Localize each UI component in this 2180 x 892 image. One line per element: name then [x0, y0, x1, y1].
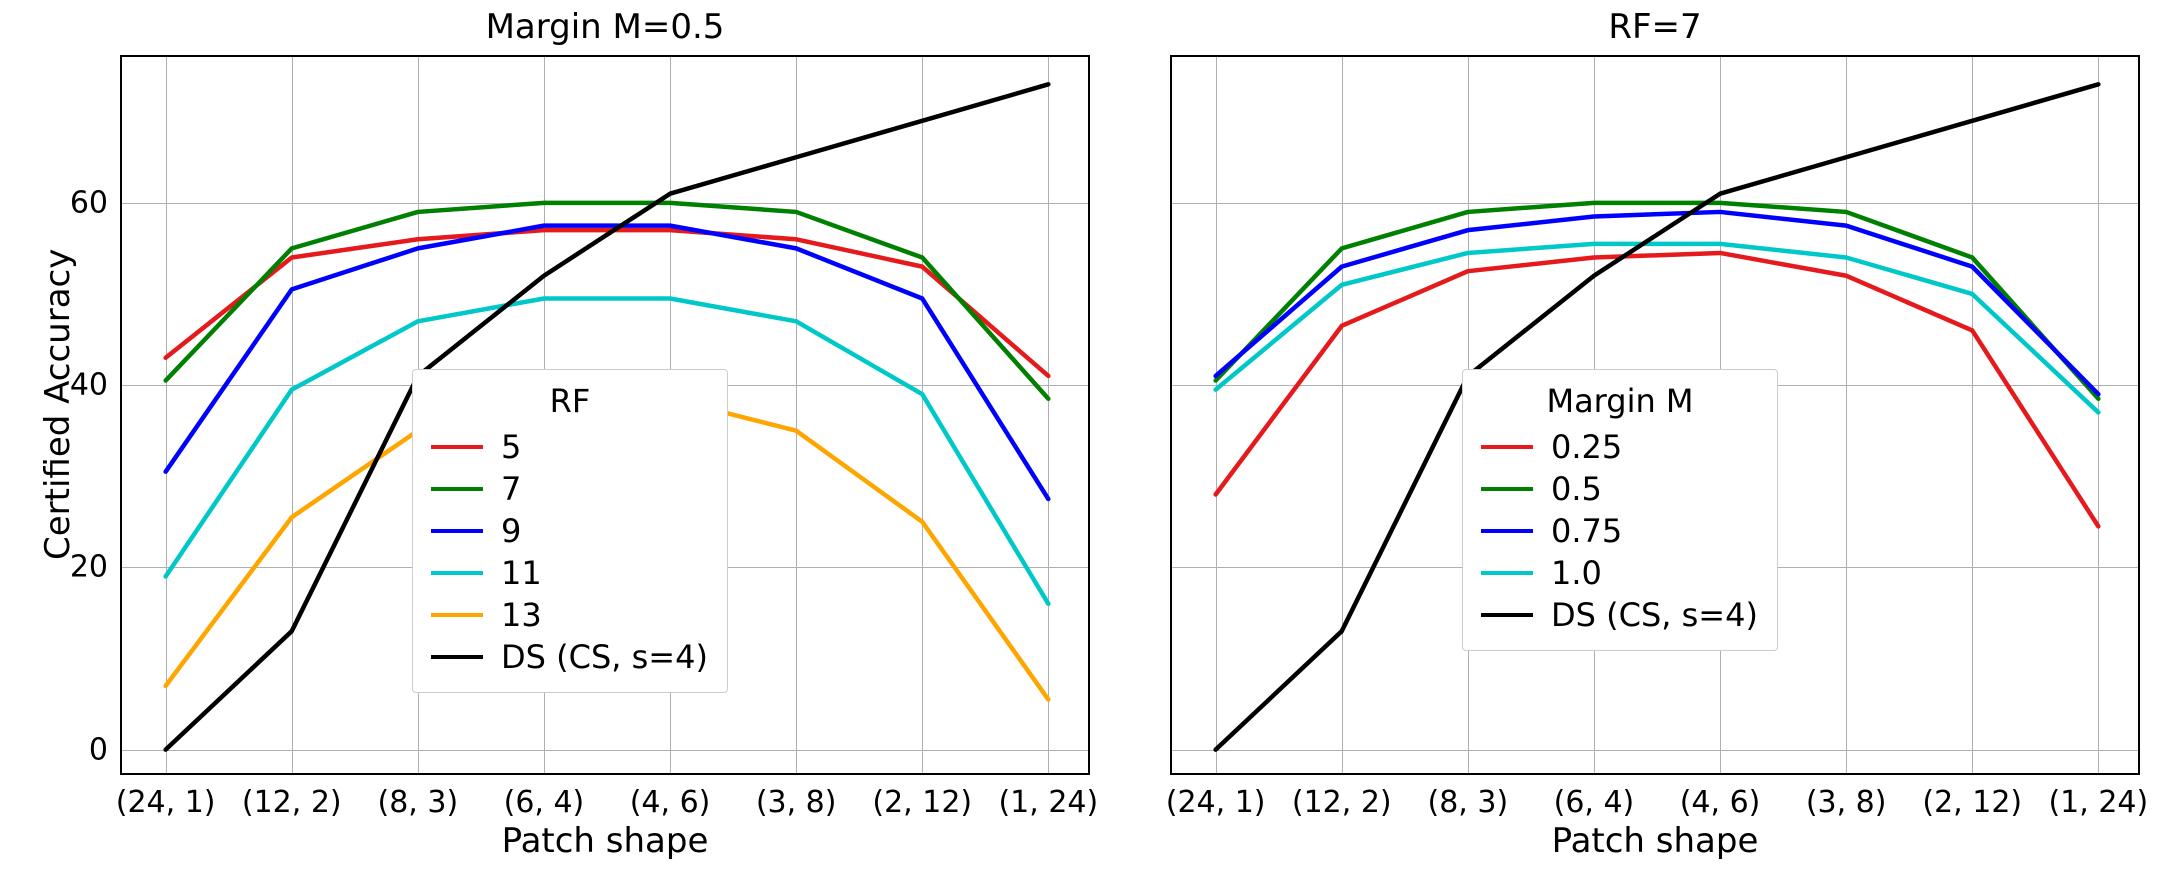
series-line	[1216, 212, 2099, 394]
xtick-label: (24, 1)	[116, 785, 216, 820]
xtick-label: (24, 1)	[1166, 785, 1266, 820]
plot-area: (24, 1)(12, 2)(8, 3)(6, 4)(4, 6)(3, 8)(2…	[1170, 55, 2140, 775]
xtick-label: (12, 2)	[242, 785, 342, 820]
legend-item: 5	[431, 426, 709, 468]
legend-label: DS (CS, s=4)	[501, 638, 708, 676]
y-axis-label: Certified Accuracy	[38, 249, 78, 560]
legend-label: 0.25	[1551, 428, 1622, 466]
legend-item: 13	[431, 594, 709, 636]
legend-label: 11	[501, 554, 542, 592]
legend-item: 0.75	[1481, 510, 1759, 552]
legend-item: 7	[431, 468, 709, 510]
legend-label: 7	[501, 470, 521, 508]
xtick-label: (1, 24)	[998, 785, 1098, 820]
ytick-label: 0	[89, 732, 108, 767]
ytick-label: 60	[70, 185, 108, 220]
legend-item: 0.5	[1481, 468, 1759, 510]
xtick-label: (8, 3)	[378, 785, 459, 820]
legend-label: DS (CS, s=4)	[1551, 596, 1758, 634]
legend-swatch	[431, 655, 483, 659]
chart-panel: (24, 1)(12, 2)(8, 3)(6, 4)(4, 6)(3, 8)(2…	[120, 55, 1090, 775]
legend: RF 5 7 9 11 13 DS (CS, s=4)	[412, 369, 728, 693]
legend-swatch	[431, 529, 483, 533]
legend-label: 13	[501, 596, 542, 634]
legend-label: 0.75	[1551, 512, 1622, 550]
x-axis-label: Patch shape	[120, 821, 1090, 861]
legend-swatch	[1481, 613, 1533, 617]
legend-swatch	[431, 445, 483, 449]
plot-area: (24, 1)(12, 2)(8, 3)(6, 4)(4, 6)(3, 8)(2…	[120, 55, 1090, 775]
legend-title: Margin M	[1481, 382, 1759, 420]
legend-swatch	[431, 487, 483, 491]
xtick-label: (3, 8)	[1806, 785, 1887, 820]
legend-item: DS (CS, s=4)	[431, 636, 709, 678]
legend-swatch	[1481, 571, 1533, 575]
xtick-label: (8, 3)	[1428, 785, 1509, 820]
legend-swatch	[431, 613, 483, 617]
x-axis-label: Patch shape	[1170, 821, 2140, 861]
legend-label: 1.0	[1551, 554, 1602, 592]
legend-item: 9	[431, 510, 709, 552]
legend-swatch	[1481, 445, 1533, 449]
xtick-label: (2, 12)	[1922, 785, 2022, 820]
xtick-label: (3, 8)	[756, 785, 837, 820]
xtick-label: (12, 2)	[1292, 785, 1392, 820]
legend-label: 9	[501, 512, 521, 550]
xtick-label: (6, 4)	[504, 785, 585, 820]
legend-swatch	[1481, 487, 1533, 491]
legend-label: 0.5	[1551, 470, 1602, 508]
legend-item: 11	[431, 552, 709, 594]
xtick-label: (2, 12)	[872, 785, 972, 820]
xtick-label: (4, 6)	[630, 785, 711, 820]
chart-panel: (24, 1)(12, 2)(8, 3)(6, 4)(4, 6)(3, 8)(2…	[1170, 55, 2140, 775]
series-line	[166, 230, 1049, 376]
legend-item: 0.25	[1481, 426, 1759, 468]
legend-title: RF	[431, 382, 709, 420]
panel-title: RF=7	[1170, 7, 2140, 47]
legend-item: 1.0	[1481, 552, 1759, 594]
legend-swatch	[431, 571, 483, 575]
legend-swatch	[1481, 529, 1533, 533]
legend-label: 5	[501, 428, 521, 466]
legend-item: DS (CS, s=4)	[1481, 594, 1759, 636]
legend: Margin M 0.25 0.5 0.75 1.0 DS (CS, s=4)	[1462, 369, 1778, 651]
panel-title: Margin M=0.5	[120, 7, 1090, 47]
xtick-label: (6, 4)	[1554, 785, 1635, 820]
xtick-label: (4, 6)	[1680, 785, 1761, 820]
xtick-label: (1, 24)	[2048, 785, 2148, 820]
